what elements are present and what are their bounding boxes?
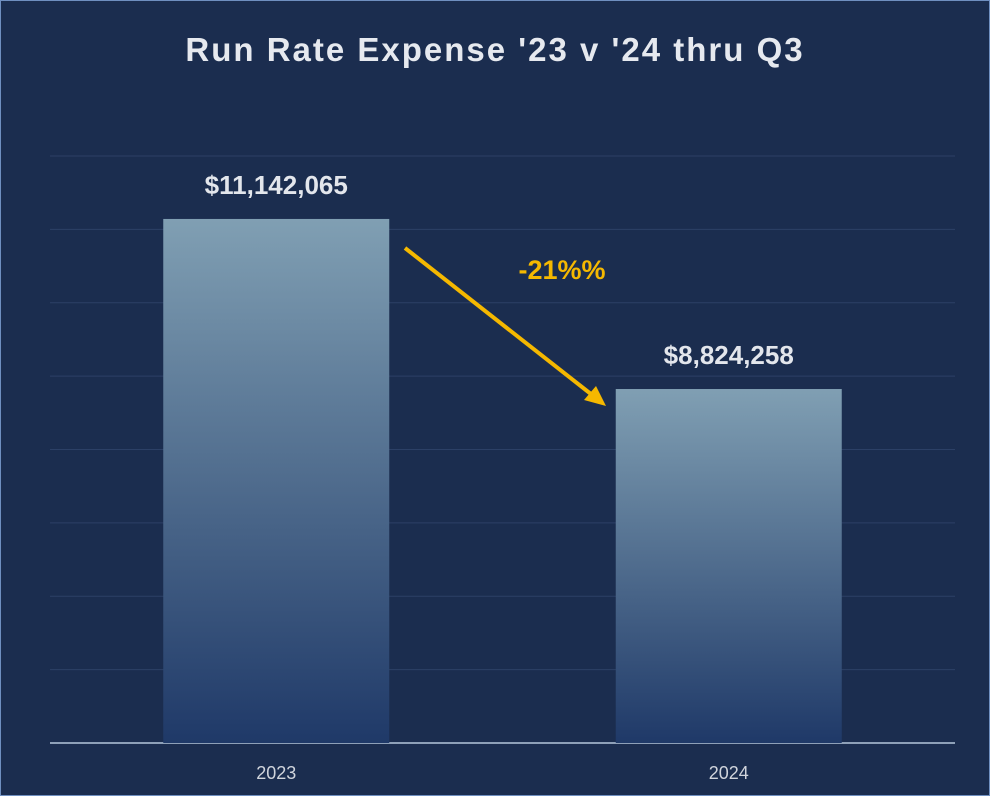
x-tick-label: 2023 (256, 763, 296, 783)
x-tick-label: 2024 (709, 763, 749, 783)
bar (163, 218, 390, 743)
trend-arrow-head (584, 386, 606, 406)
chart-title: Run Rate Expense '23 v '24 thru Q3 (185, 31, 805, 68)
value-label: $8,824,258 (664, 340, 794, 370)
value-label: $11,142,065 (205, 170, 348, 200)
trend-arrow (403, 246, 598, 400)
bar (615, 389, 842, 743)
change-annotation: -21%% (518, 255, 605, 285)
bars: $11,142,065 2023 $8,824,258 2024 (163, 170, 842, 783)
